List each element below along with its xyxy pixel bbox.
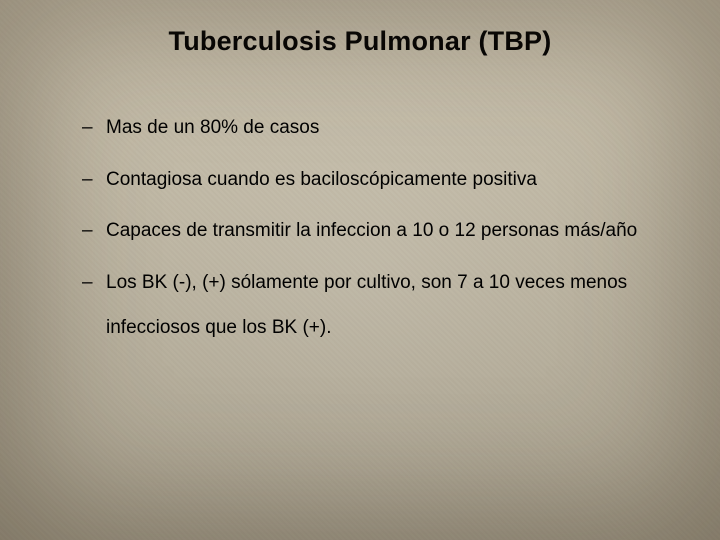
list-item: Capaces de transmitir la infeccion a 10 … bbox=[82, 208, 670, 254]
slide-title: Tuberculosis Pulmonar (TBP) bbox=[50, 26, 670, 57]
list-item: Los BK (-), (+) sólamente por cultivo, s… bbox=[82, 260, 670, 351]
bullet-list: Mas de un 80% de casos Contagiosa cuando… bbox=[50, 105, 670, 351]
list-item: Contagiosa cuando es baciloscópicamente … bbox=[82, 157, 670, 203]
list-item: Mas de un 80% de casos bbox=[82, 105, 670, 151]
slide: Tuberculosis Pulmonar (TBP) Mas de un 80… bbox=[0, 0, 720, 540]
